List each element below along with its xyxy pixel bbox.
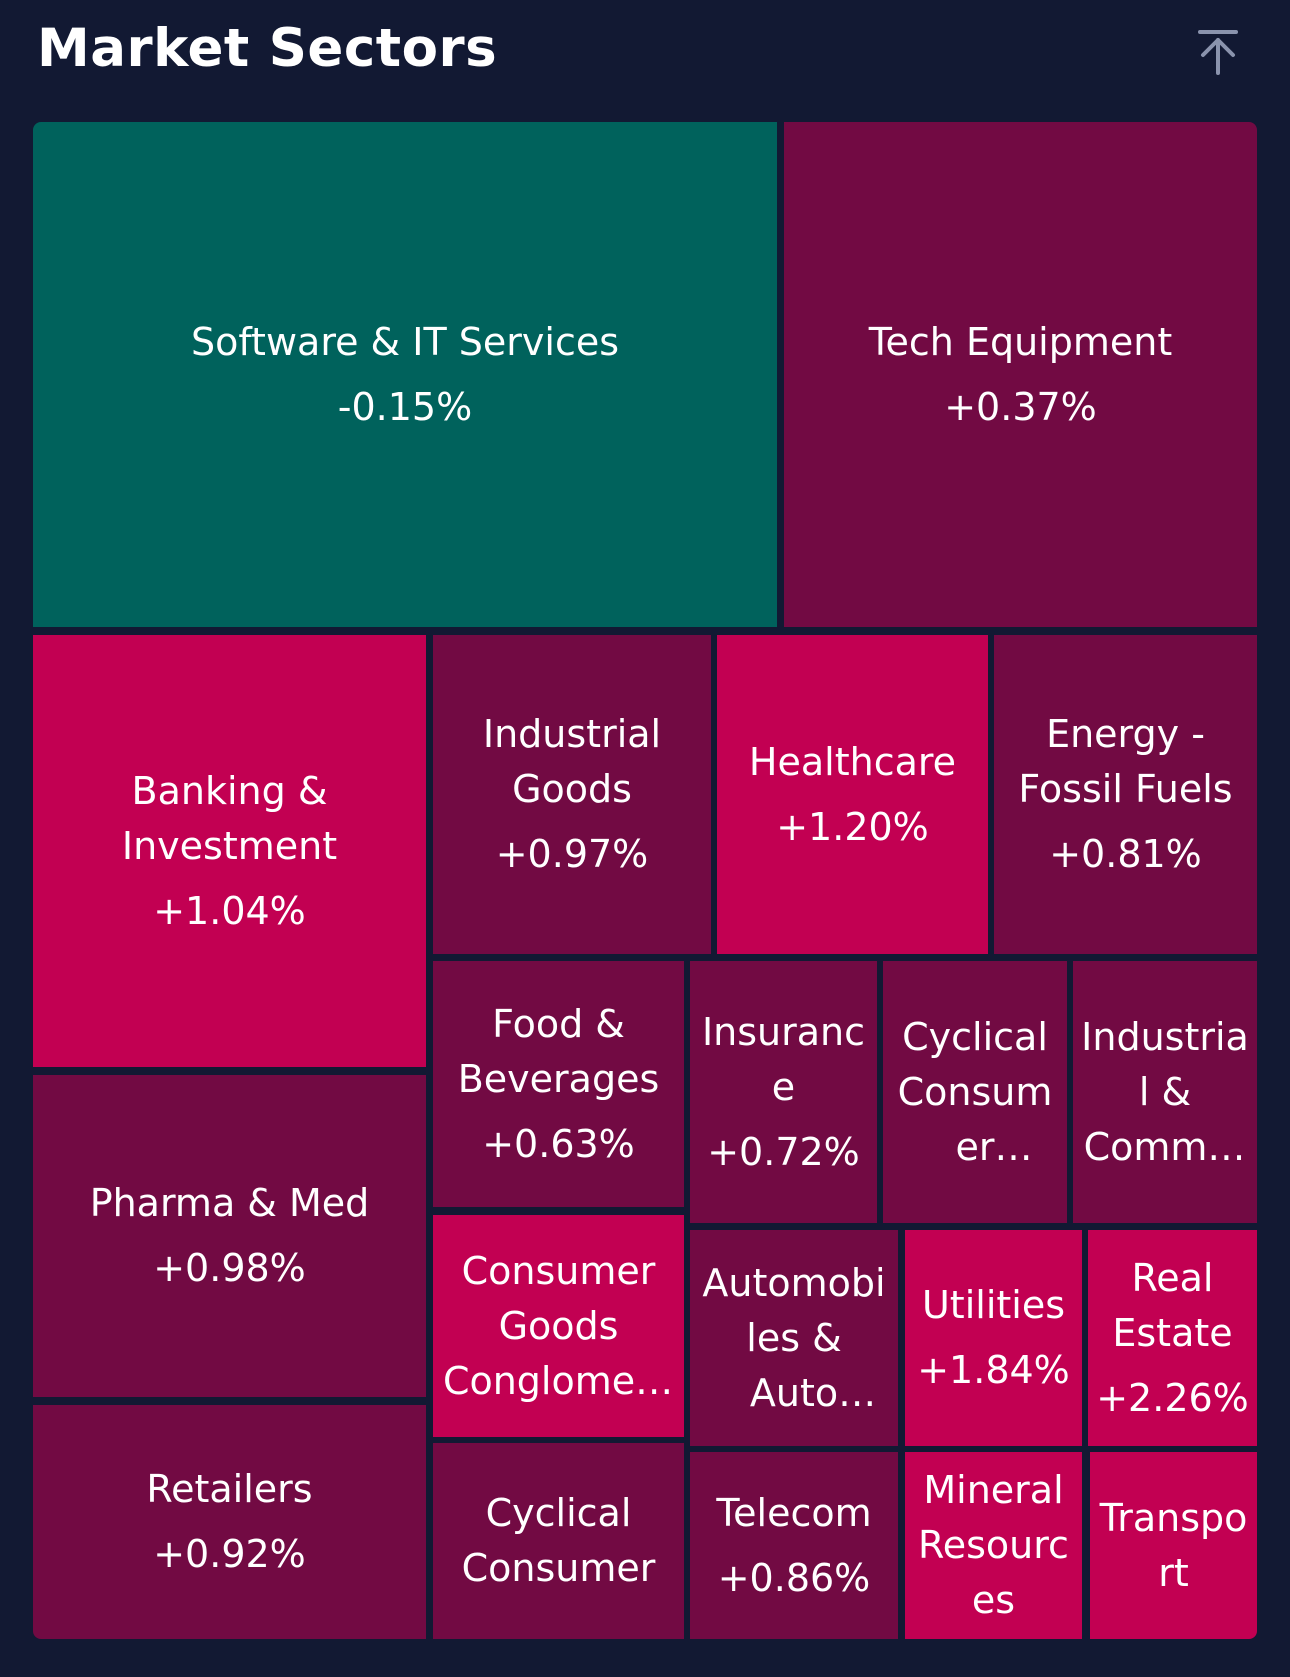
sector-change: +1.20% bbox=[776, 804, 929, 849]
sector-name: Utilities bbox=[921, 1283, 1066, 1327]
sector-tile-energy-fossil-fuels[interactable]: Energy - Fossil Fuels +0.81% bbox=[994, 635, 1257, 954]
sector-tile-telecom[interactable]: Telecom +0.86% bbox=[690, 1452, 898, 1639]
sector-name: Consumer Goods Conglomerates bbox=[442, 1248, 675, 1403]
sector-tile-consumer-goods-conglomerates[interactable]: Consumer Goods Conglomerates bbox=[433, 1215, 684, 1437]
sector-name: Healthcare bbox=[748, 739, 957, 784]
sector-change: +0.81% bbox=[1049, 832, 1202, 876]
sector-name: Pharma & Med bbox=[89, 1181, 370, 1225]
sector-tile-retailers[interactable]: Retailers +0.92% bbox=[33, 1405, 426, 1639]
sector-change: +0.92% bbox=[153, 1532, 306, 1576]
sector-name: Real Estate bbox=[1112, 1255, 1233, 1355]
sector-change: +1.84% bbox=[917, 1348, 1070, 1392]
sector-change: +0.97% bbox=[495, 832, 649, 876]
sector-name: Mineral Resources bbox=[918, 1468, 1069, 1622]
sector-name: Transport bbox=[1099, 1495, 1248, 1595]
sector-tile-industrial-and-commercial-services[interactable]: Industrial & Commercial Services bbox=[1073, 961, 1257, 1223]
sector-change: +1.04% bbox=[153, 888, 306, 933]
sector-change: +0.63% bbox=[482, 1121, 635, 1166]
sector-tile-healthcare[interactable]: Healthcare +1.20% bbox=[717, 635, 988, 954]
sector-tile-insurance[interactable]: Insurance +0.72% bbox=[690, 961, 877, 1223]
collapse-button[interactable] bbox=[1192, 26, 1244, 78]
sector-tile-pharma-and-med[interactable]: Pharma & Med +0.98% bbox=[33, 1075, 426, 1397]
sector-tile-real-estate[interactable]: Real Estate +2.26% bbox=[1088, 1230, 1257, 1446]
sector-name: Cyclical Consumer Products bbox=[897, 1014, 1053, 1169]
sector-tile-automobiles-and-auto-parts[interactable]: Automobiles & Auto Parts bbox=[690, 1230, 898, 1446]
sector-tile-food-and-beverages[interactable]: Food & Beverages +0.63% bbox=[433, 961, 684, 1207]
sector-tile-mineral-resources[interactable]: Mineral Resources bbox=[905, 1452, 1082, 1639]
sector-tile-utilities[interactable]: Utilities +1.84% bbox=[905, 1230, 1082, 1446]
sector-name: Automobiles & Auto Parts bbox=[702, 1260, 886, 1415]
sector-change: +0.86% bbox=[717, 1555, 871, 1600]
sector-tile-industrial-goods[interactable]: Industrial Goods +0.97% bbox=[433, 635, 711, 954]
sector-name: Software & IT Services bbox=[190, 319, 620, 364]
sector-tile-cyclical-consumer[interactable]: Cyclical Consumer bbox=[433, 1443, 684, 1639]
sector-tile-cyclical-consumer-products[interactable]: Cyclical Consumer Products bbox=[883, 961, 1067, 1223]
sector-tile-tech-equipment[interactable]: Tech Equipment +0.37% bbox=[784, 122, 1257, 627]
sector-change: +0.98% bbox=[153, 1246, 306, 1290]
sector-change: +2.26% bbox=[1096, 1375, 1249, 1420]
page-title: Market Sectors bbox=[37, 18, 498, 79]
sector-name: Telecom bbox=[716, 1490, 872, 1535]
sector-change: +0.72% bbox=[707, 1129, 860, 1174]
sector-change: -0.15% bbox=[337, 384, 473, 429]
sector-name: Tech Equipment bbox=[868, 319, 1173, 364]
arrow-up-to-top-icon bbox=[1198, 30, 1238, 75]
sector-change: +0.37% bbox=[944, 384, 1097, 429]
sector-name: Banking & Investment bbox=[121, 768, 338, 868]
sector-tile-software-and-it-services[interactable]: Software & IT Services -0.15% bbox=[33, 122, 777, 627]
sector-name: Food & Beverages bbox=[457, 1001, 660, 1101]
sector-tile-transport[interactable]: Transport bbox=[1090, 1452, 1257, 1639]
sector-name: Industrial & Commercial Services bbox=[1081, 1014, 1249, 1169]
sector-name: Cyclical Consumer bbox=[461, 1491, 656, 1590]
sector-name: Retailers bbox=[146, 1467, 313, 1511]
sector-name: Insurance bbox=[701, 1009, 866, 1109]
sector-name: Industrial Goods bbox=[482, 712, 662, 811]
sector-tile-banking-and-investment[interactable]: Banking & Investment +1.04% bbox=[33, 635, 426, 1067]
sector-name: Energy - Fossil Fuels bbox=[1018, 712, 1233, 811]
